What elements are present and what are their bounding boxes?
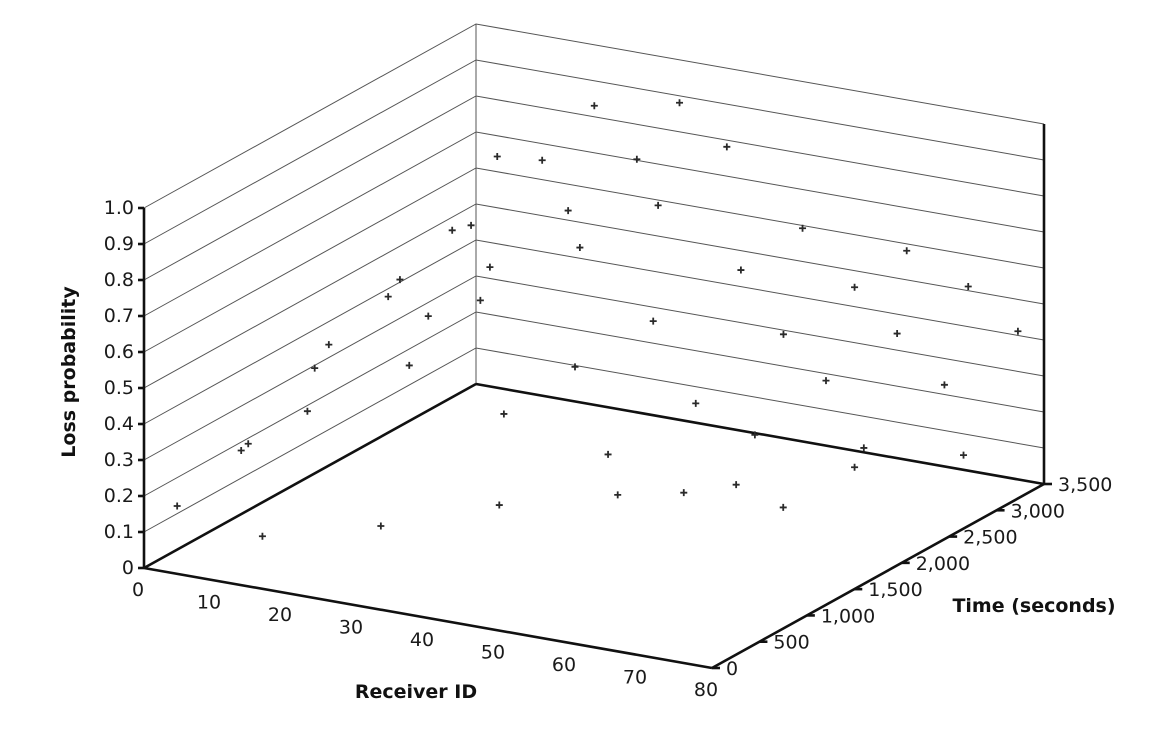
data-point-0-48 [960,451,968,459]
data-point-0-4 [448,226,456,234]
y-tick-label-7: 3,500 [1058,474,1112,496]
data-point-0-25 [649,317,657,325]
z-tick-label-7: 0.7 [104,305,134,327]
data-point-0-6 [244,440,252,448]
y-axis-line [711,482,1045,670]
tick-labels: 0 0.1 0.2 0.3 0.4 0.5 0.6 0.7 0.8 0.9 1.0 0 10 20 30 40… [104,197,1113,701]
data-point-0-26 [737,266,745,274]
y-tick-label-5: 2,500 [963,527,1017,549]
x-axis-title: Receiver ID [355,681,477,703]
data-point-0-12 [303,407,311,415]
data-point-0-11 [590,102,598,110]
data-point-0-47 [851,463,859,471]
y-tick-label-2: 1,000 [821,605,875,627]
data-points [173,99,1022,540]
data-point-0-37 [964,283,972,291]
y-tick-label-0: 0 [726,658,738,680]
data-point-0-15 [564,207,572,215]
z-gridline-1 [143,347,1045,533]
z-gridline-9 [143,59,1045,245]
data-point-0-5 [493,153,501,161]
y-tick-label-3: 1,500 [868,579,922,601]
data-point-0-20 [576,244,584,252]
z-tick-label-2: 0.2 [104,485,134,507]
x-tick-label-2: 20 [268,604,292,626]
z-gridline-4 [143,239,1045,425]
data-point-0-18 [405,361,413,369]
data-point-0-33 [680,489,688,497]
x-tick-label-8: 80 [694,679,718,701]
data-point-0-23 [500,410,508,418]
y-tick-label-6: 3,000 [1011,500,1065,522]
z-gridline-3 [143,275,1045,461]
z-gridline-5 [143,203,1045,389]
z-tick-label-10: 1.0 [104,197,134,219]
data-point-0-17 [676,99,684,107]
y-tick-label-4: 2,000 [916,553,970,575]
data-point-0-27 [799,224,807,232]
x-tick-label-0: 0 [132,579,144,601]
z-gridline-0 [143,383,1045,569]
data-point-0-45 [614,491,622,499]
data-point-0-39 [860,444,868,452]
data-point-0-13 [424,312,432,320]
z-tick-label-5: 0.5 [104,377,134,399]
data-point-0-19 [476,296,484,304]
z-tick-label-6: 0.6 [104,341,134,363]
data-point-0-1 [237,446,245,454]
z-tick-label-4: 0.4 [104,413,134,435]
data-point-0-0 [173,502,181,510]
floor-left-edge [143,382,477,570]
z-gridline-10 [143,23,1045,209]
data-point-0-14 [486,263,494,271]
chart-walls [142,23,1046,670]
data-point-0-30 [779,330,787,338]
z-tick-label-0: 0 [122,557,134,579]
data-point-0-2 [311,364,319,372]
data-point-0-24 [571,363,579,371]
data-point-0-29 [692,399,700,407]
x-tick-label-6: 60 [552,654,576,676]
x-tick-label-7: 70 [623,667,647,689]
z-gridline-6 [143,167,1045,353]
x-axis-line [143,566,713,670]
data-point-0-36 [893,330,901,338]
data-point-0-44 [495,501,503,509]
data-point-0-42 [258,532,266,540]
data-point-0-31 [851,283,859,291]
data-point-0-43 [377,522,385,530]
y-tick-label-1: 500 [773,632,809,654]
data-point-0-40 [940,381,948,389]
data-point-0-16 [633,155,641,163]
z-tick-label-8: 0.8 [104,269,134,291]
data-point-0-46 [732,481,740,489]
data-point-0-28 [604,450,612,458]
data-point-0-10 [538,156,546,164]
z-tick-label-1: 0.1 [104,521,134,543]
data-point-0-9 [467,221,475,229]
data-point-0-8 [396,276,404,284]
data-point-0-22 [723,143,731,151]
y-axis-title: Time (seconds) [952,595,1115,617]
data-point-0-41 [1014,327,1022,335]
floor-back-edge [475,382,1045,486]
data-point-0-34 [751,431,759,439]
data-point-0-35 [822,377,830,385]
x-tick-label-4: 40 [410,629,434,651]
z-axis-title: Loss probability [58,286,80,458]
data-point-0-7 [325,341,333,349]
x-tick-label-5: 50 [481,642,505,664]
data-point-0-32 [903,247,911,255]
x-tick-label-1: 10 [197,592,221,614]
data-point-0-21 [654,201,662,209]
x-tick-label-3: 30 [339,617,363,639]
z-gridline-8 [143,95,1045,281]
data-point-0-3 [384,293,392,301]
z-tick-label-9: 0.9 [104,233,134,255]
z-tick-label-3: 0.3 [104,449,134,471]
z-gridline-7 [143,131,1045,317]
data-point-0-38 [779,503,787,511]
